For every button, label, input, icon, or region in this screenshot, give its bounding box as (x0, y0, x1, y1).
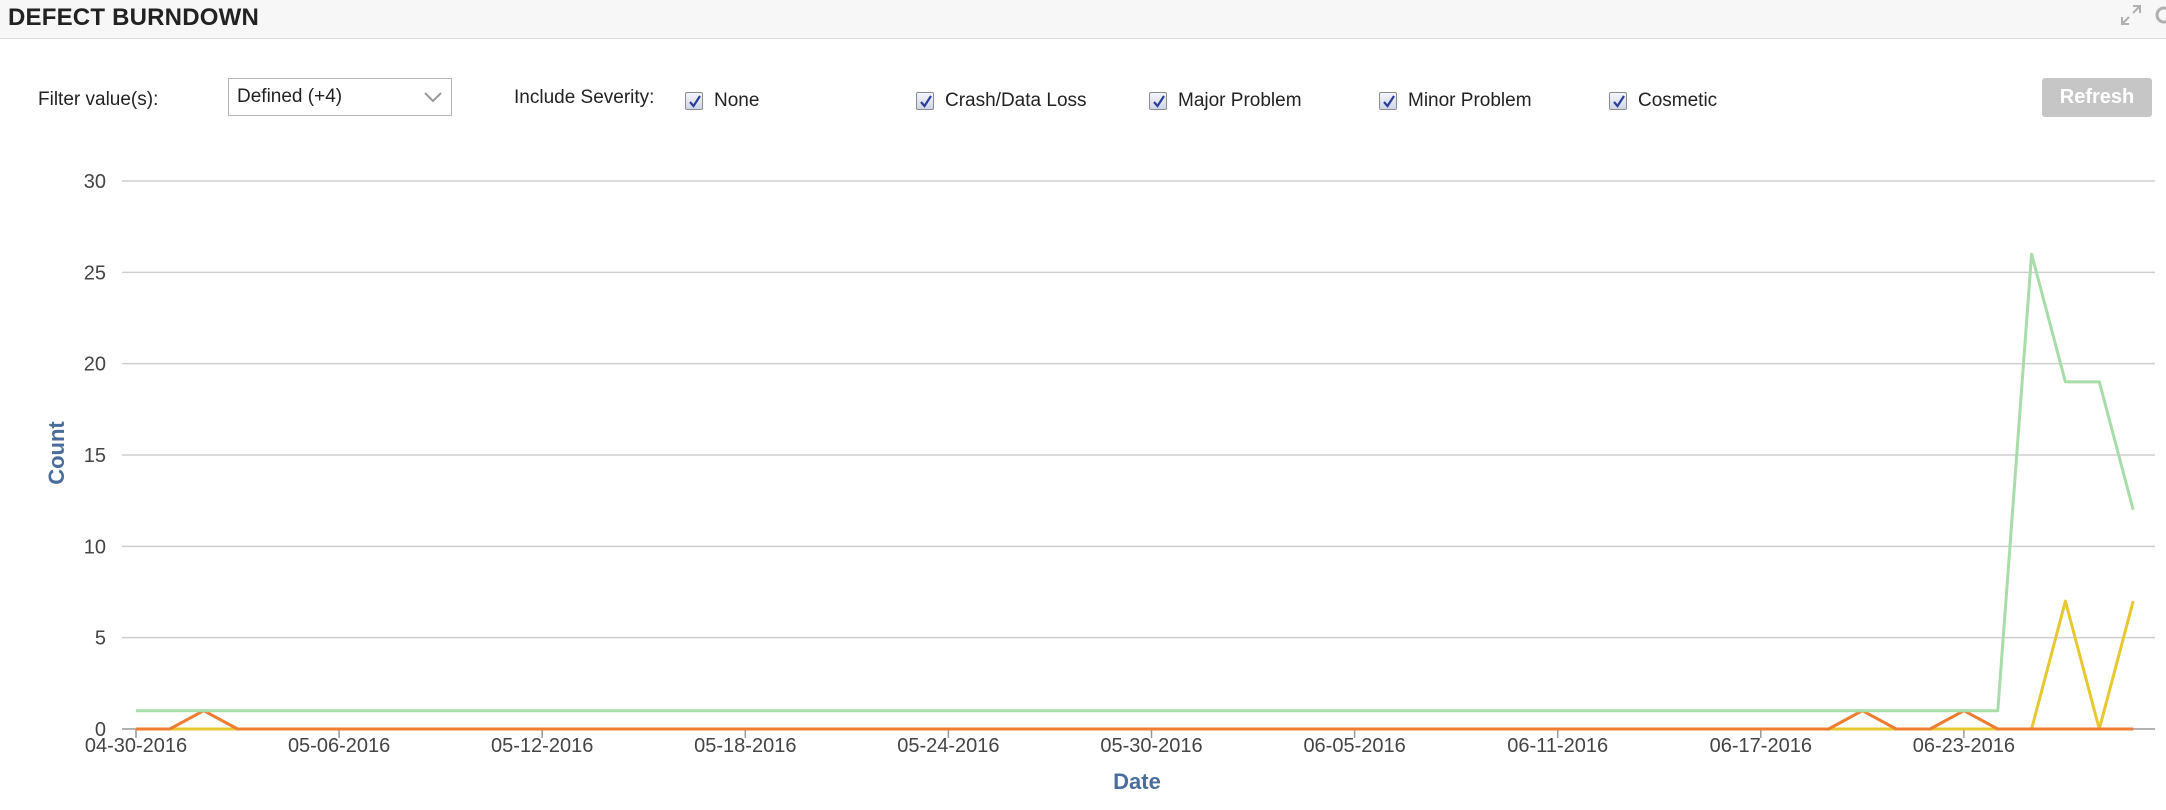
x-tick-label: 06-11-2016 (1507, 735, 1608, 757)
expand-icon[interactable] (2120, 4, 2142, 32)
x-tick-label: 05-18-2016 (694, 735, 796, 757)
y-tick-label: 25 (84, 262, 106, 284)
filter-label: Filter value(s): (38, 89, 159, 110)
checkbox-checked-icon[interactable] (685, 92, 703, 110)
checkbox-checked-icon[interactable] (1149, 92, 1167, 110)
x-tick-label: 05-12-2016 (491, 735, 593, 757)
x-tick-label: 06-05-2016 (1303, 735, 1405, 757)
y-tick-label: 5 (95, 628, 106, 650)
severity-option-label: Cosmetic (1638, 90, 1718, 111)
chevron-down-icon (423, 87, 443, 112)
severity-option-label: Major Problem (1178, 90, 1302, 111)
series-line (136, 252, 2135, 713)
panel-header: DEFECT BURNDOWN (0, 0, 2166, 39)
y-axis-title: Count (44, 421, 69, 485)
x-tick-label: 06-17-2016 (1710, 735, 1812, 757)
y-tick-label: 0 (95, 719, 106, 741)
include-severity-label: Include Severity: (514, 87, 655, 108)
x-tick-label: 05-24-2016 (897, 735, 999, 757)
checkbox-checked-icon[interactable] (916, 92, 934, 110)
y-tick-label: 10 (84, 536, 106, 558)
refresh-button[interactable]: Refresh (2042, 78, 2152, 117)
x-tick-label: 06-23-2016 (1913, 735, 2015, 757)
filter-value-select[interactable]: Defined (+4) (228, 78, 452, 116)
series-line (136, 709, 2134, 731)
x-tick-label: 04-30-2016 (85, 735, 187, 757)
severity-option-label: Minor Problem (1408, 90, 1532, 111)
y-tick-label: 20 (84, 354, 106, 376)
x-tick-label: 05-06-2016 (288, 735, 390, 757)
x-tick-label: 05-30-2016 (1100, 735, 1202, 757)
filter-selected-value: Defined (+4) (237, 86, 343, 107)
x-axis-title: Date (1113, 769, 1161, 794)
checkbox-checked-icon[interactable] (1379, 92, 1397, 110)
panel-title: DEFECT BURNDOWN (8, 4, 259, 31)
severity-option-label: None (714, 90, 760, 111)
y-tick-label: 15 (84, 445, 106, 467)
gear-icon[interactable] (2150, 4, 2166, 32)
severity-option-label: Crash/Data Loss (945, 90, 1087, 111)
y-tick-label: 30 (84, 171, 106, 193)
checkbox-checked-icon[interactable] (1609, 92, 1627, 110)
